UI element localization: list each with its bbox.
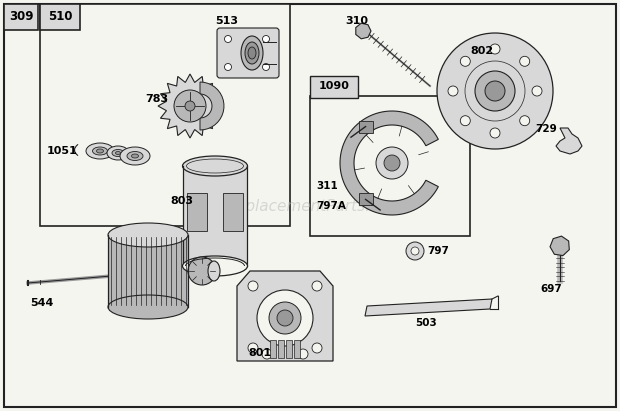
Circle shape <box>224 64 231 71</box>
Circle shape <box>437 33 553 149</box>
Text: 797A: 797A <box>316 201 346 211</box>
Bar <box>270 340 276 358</box>
Ellipse shape <box>86 143 114 159</box>
Ellipse shape <box>108 295 188 319</box>
Circle shape <box>262 35 270 42</box>
Polygon shape <box>200 82 224 130</box>
Ellipse shape <box>107 146 129 160</box>
Text: 802: 802 <box>470 46 493 56</box>
Bar <box>310 76 358 98</box>
Text: 783: 783 <box>145 94 168 104</box>
Circle shape <box>174 90 206 122</box>
Circle shape <box>475 71 515 111</box>
Text: 510: 510 <box>48 11 73 23</box>
Circle shape <box>277 310 293 326</box>
Circle shape <box>485 81 505 101</box>
Circle shape <box>269 302 301 334</box>
Circle shape <box>460 56 471 66</box>
Text: 801: 801 <box>248 348 271 358</box>
Bar <box>310 96 470 236</box>
Text: 503: 503 <box>415 318 436 328</box>
Circle shape <box>520 116 529 126</box>
Circle shape <box>490 44 500 54</box>
Text: eReplacementParts.com: eReplacementParts.com <box>216 199 404 213</box>
Text: 311: 311 <box>316 181 338 191</box>
Polygon shape <box>340 111 438 215</box>
Circle shape <box>532 86 542 96</box>
Polygon shape <box>550 236 569 256</box>
Circle shape <box>490 128 500 138</box>
Ellipse shape <box>131 154 138 158</box>
Circle shape <box>312 343 322 353</box>
Ellipse shape <box>127 152 143 161</box>
Ellipse shape <box>245 42 259 64</box>
Text: 310: 310 <box>345 16 368 26</box>
Ellipse shape <box>241 36 263 70</box>
Circle shape <box>185 101 195 111</box>
Circle shape <box>520 56 529 66</box>
Polygon shape <box>365 299 492 316</box>
Polygon shape <box>183 166 247 266</box>
Text: 729: 729 <box>535 124 557 134</box>
Ellipse shape <box>92 147 107 155</box>
Circle shape <box>384 155 400 171</box>
Circle shape <box>460 116 471 126</box>
Text: 544: 544 <box>30 298 53 308</box>
Bar <box>40 4 80 30</box>
Text: 309: 309 <box>9 11 33 23</box>
Circle shape <box>262 64 270 71</box>
Text: 513: 513 <box>215 16 238 26</box>
Ellipse shape <box>115 152 120 155</box>
Ellipse shape <box>182 256 247 276</box>
Ellipse shape <box>248 47 256 59</box>
Bar <box>223 193 243 231</box>
Polygon shape <box>556 128 582 154</box>
Bar <box>278 340 284 358</box>
Circle shape <box>376 147 408 179</box>
Ellipse shape <box>97 149 104 153</box>
Ellipse shape <box>182 156 247 176</box>
Circle shape <box>262 349 272 359</box>
Text: 797: 797 <box>427 246 449 256</box>
Circle shape <box>448 86 458 96</box>
Ellipse shape <box>120 147 150 165</box>
Text: 803: 803 <box>170 196 193 206</box>
Circle shape <box>257 290 313 346</box>
Ellipse shape <box>188 257 216 285</box>
Circle shape <box>224 35 231 42</box>
Polygon shape <box>108 235 188 307</box>
Bar <box>294 340 300 358</box>
Text: 1051: 1051 <box>47 146 78 156</box>
Ellipse shape <box>112 150 124 157</box>
Polygon shape <box>237 271 333 361</box>
Bar <box>187 193 207 231</box>
Circle shape <box>411 247 419 255</box>
Polygon shape <box>356 23 371 39</box>
Text: 697: 697 <box>540 284 562 294</box>
Circle shape <box>298 349 308 359</box>
Bar <box>40 4 290 226</box>
Bar <box>286 340 292 358</box>
Polygon shape <box>158 74 222 138</box>
Bar <box>358 194 373 206</box>
Ellipse shape <box>108 223 188 247</box>
Bar <box>358 120 373 133</box>
FancyBboxPatch shape <box>217 28 279 78</box>
Circle shape <box>248 343 258 353</box>
Circle shape <box>406 242 424 260</box>
Circle shape <box>312 281 322 291</box>
Text: 1090: 1090 <box>319 81 350 91</box>
Circle shape <box>248 281 258 291</box>
Ellipse shape <box>208 261 220 281</box>
Bar <box>4 4 38 30</box>
